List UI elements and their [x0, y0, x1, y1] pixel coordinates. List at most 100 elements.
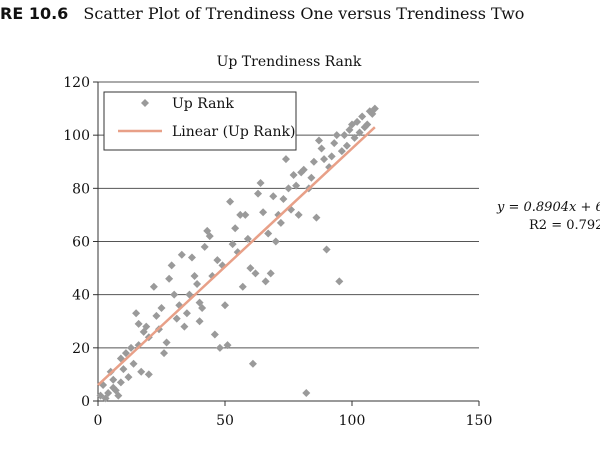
data-point [299, 165, 308, 174]
data-point [149, 282, 158, 291]
data-point [289, 171, 298, 180]
data-point [332, 131, 341, 140]
figure-header: RE 10.6 Scatter Plot of Trendiness One v… [0, 4, 524, 23]
y-tick-label-40: 40 [72, 288, 90, 304]
r-squared: R2 = 0.792 [529, 218, 600, 233]
data-point [200, 242, 209, 251]
y-tick-label-100: 100 [63, 128, 90, 144]
data-point [330, 139, 339, 148]
data-point [116, 378, 125, 387]
r-squared-value: R2 = 0.792 [529, 218, 600, 233]
axes [93, 81, 480, 406]
chart-title: Up Trendiness Rank [217, 54, 362, 70]
data-point [223, 341, 232, 350]
x-tick-label-50: 50 [216, 413, 234, 429]
legend: Up Rank Linear (Up Rank) [103, 91, 297, 151]
data-point [327, 152, 336, 161]
data-point [269, 192, 278, 201]
data-point [193, 280, 202, 289]
data-point [144, 370, 153, 379]
regression-equation: y = 0.8904x + 6 [497, 200, 600, 215]
data-point [350, 133, 359, 142]
equation-line: y = 0.8904x + 6 [497, 200, 600, 215]
trendline [97, 126, 376, 386]
trendline-linear-up-rank [97, 126, 376, 386]
data-point [266, 269, 275, 278]
data-point [314, 136, 323, 145]
data-point [248, 359, 257, 368]
data-point [165, 274, 174, 283]
data-point [307, 173, 316, 182]
data-point [312, 213, 321, 222]
data-point [281, 155, 290, 164]
data-point [355, 128, 364, 137]
y-tick-label-120: 120 [63, 75, 90, 91]
data-point [109, 375, 118, 384]
data-point [215, 343, 224, 352]
data-point [309, 157, 318, 166]
data-point [363, 120, 372, 129]
data-point [134, 341, 143, 350]
data-point [358, 112, 367, 121]
data-point [127, 343, 136, 352]
data-point [251, 269, 260, 278]
data-point [241, 210, 250, 219]
data-point [370, 104, 379, 113]
data-point [256, 179, 265, 188]
figure-caption: Scatter Plot of Trendiness One versus Tr… [83, 4, 525, 23]
data-point [246, 264, 255, 273]
data-point [177, 250, 186, 259]
data-point [284, 184, 293, 193]
data-point [205, 232, 214, 241]
data-point [132, 309, 141, 318]
data-point [129, 359, 138, 368]
data-point [322, 245, 331, 254]
data-point [182, 309, 191, 318]
data-point [238, 282, 247, 291]
data-point [236, 210, 245, 219]
data-point [187, 253, 196, 262]
x-tick-label-150: 150 [466, 413, 493, 429]
data-point [152, 311, 161, 320]
data-point [231, 224, 240, 233]
data-point [254, 189, 263, 198]
data-point [119, 365, 128, 374]
data-point [259, 208, 268, 217]
figure-number: RE 10.6 [0, 4, 69, 23]
data-point [353, 117, 362, 126]
data-point [340, 131, 349, 140]
data-point [264, 229, 273, 238]
data-point [317, 144, 326, 153]
data-point [271, 237, 280, 246]
data-point [134, 319, 143, 328]
data-point [320, 155, 329, 164]
data-point [261, 277, 270, 286]
data-point [335, 277, 344, 286]
data-points [96, 104, 379, 403]
data-point [228, 240, 237, 249]
data-point [337, 147, 346, 156]
x-tick-label-0: 0 [94, 413, 103, 429]
data-point [294, 210, 303, 219]
data-point [170, 290, 179, 299]
data-point [162, 338, 171, 347]
data-point [190, 272, 199, 281]
y-tick-label-60: 60 [72, 235, 90, 251]
data-point [226, 197, 235, 206]
x-tick-label-100: 100 [339, 413, 366, 429]
data-point [124, 373, 133, 382]
data-point [195, 317, 204, 326]
data-point [172, 314, 181, 323]
data-point [221, 301, 229, 310]
data-point [180, 322, 189, 331]
data-point [213, 256, 222, 265]
legend-box [103, 91, 297, 151]
gridlines [98, 81, 479, 349]
data-point [157, 303, 166, 312]
data-point [276, 218, 285, 227]
legend-label-linear: Linear (Up Rank) [172, 124, 295, 140]
data-point [279, 194, 288, 203]
y-tick-label-80: 80 [72, 181, 90, 197]
y-tick-label-20: 20 [72, 341, 90, 357]
